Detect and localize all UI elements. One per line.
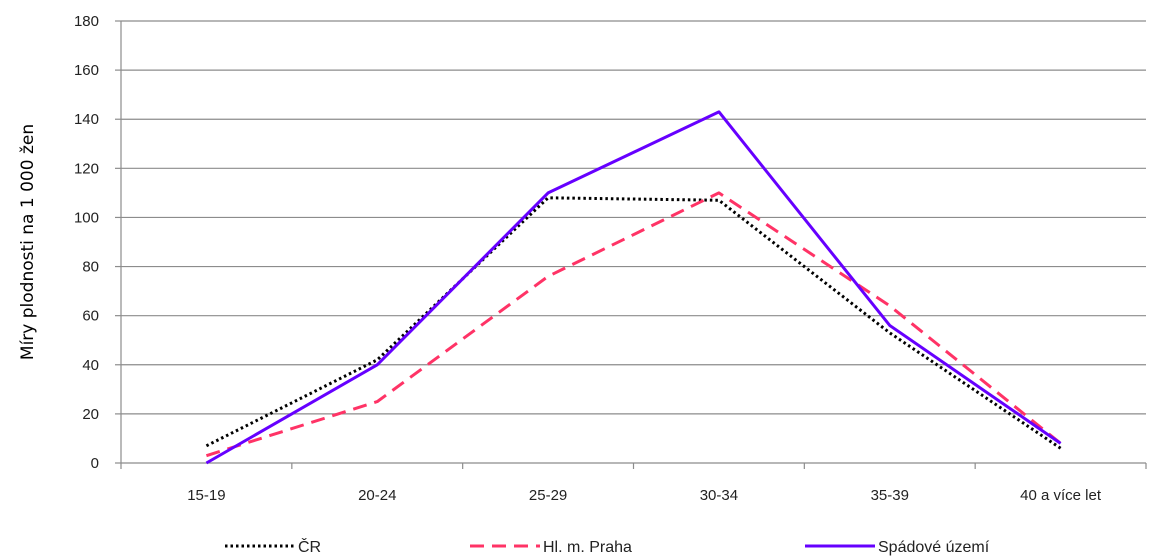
series-line-1 xyxy=(205,191,1062,458)
y-tick-label: 40 xyxy=(82,357,99,374)
y-axis-label: Míry plodnosti na 1 000 žen xyxy=(18,124,38,360)
series-line-2 xyxy=(205,110,1062,465)
x-tick-label: 35-39 xyxy=(871,487,909,504)
x-tick-label: 15-19 xyxy=(187,487,225,504)
y-tick-label: 0 xyxy=(91,455,99,472)
legend-label-2: Spádové území xyxy=(878,539,990,556)
y-tick-label: 120 xyxy=(74,160,99,177)
y-tick-label: 60 xyxy=(82,308,99,325)
legend: ČR Hl. m. Praha Spádové území xyxy=(225,537,990,556)
legend-label-1: Hl. m. Praha xyxy=(543,539,632,556)
series-lines xyxy=(205,110,1062,465)
x-tick-labels: 15-19 20-24 25-29 30-34 35-39 40 a více let xyxy=(187,487,1102,504)
y-tick-label: 80 xyxy=(82,259,99,276)
y-tick-label: 140 xyxy=(74,111,99,128)
y-tick-label: 100 xyxy=(74,209,99,226)
y-tick-label: 20 xyxy=(82,406,99,423)
x-tick-label: 30-34 xyxy=(700,487,738,504)
axes xyxy=(115,20,1147,469)
x-tick-label: 25-29 xyxy=(529,487,567,504)
legend-label-0: ČR xyxy=(298,537,321,556)
y-tick-label: 160 xyxy=(74,62,99,79)
x-tick-label: 40 a více let xyxy=(1020,487,1102,504)
y-tick-labels: 0 20 40 60 80 100 120 140 160 180 xyxy=(74,13,99,472)
y-tick-label: 180 xyxy=(74,13,99,30)
gridlines xyxy=(121,20,1146,415)
series-line-0 xyxy=(205,196,1062,450)
x-tick-label: 20-24 xyxy=(358,487,396,504)
